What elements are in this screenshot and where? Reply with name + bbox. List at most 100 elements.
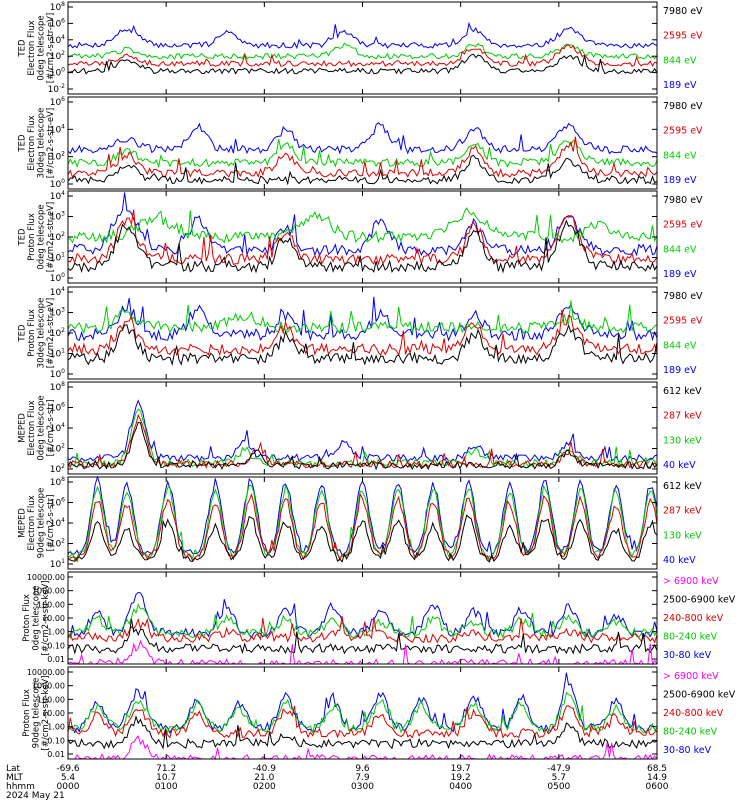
legend-entry: 40 keV: [663, 555, 696, 566]
y-tick-label: 0.01: [47, 655, 65, 664]
y-tick-label: 0.10: [47, 736, 65, 745]
y-axis-label: [#/cm2-s-str-keV]: [41, 676, 51, 751]
x-axis-date: 2024 May 21: [6, 791, 65, 800]
y-axis-label: 0deg telescope: [32, 585, 42, 650]
y-tick-label: 100: [50, 368, 65, 380]
legend-entry: 2500-6900 keV: [663, 595, 736, 606]
y-tick-label: 102: [50, 463, 65, 475]
y-axis-label: 0deg telescope: [36, 15, 46, 80]
series-line-panel-7-3: [67, 615, 658, 644]
series-line-panel-5-3: [67, 413, 658, 469]
y-axis-label: TED: [17, 324, 27, 343]
x-tick-label: 14.9: [647, 773, 667, 783]
y-tick-label: 104: [50, 190, 65, 202]
legend-entry: 30-80 keV: [663, 650, 712, 661]
series-line-panel-4-3: [67, 309, 658, 357]
series-line-panel-2-2: [67, 139, 658, 169]
y-tick-label: 100: [50, 272, 65, 284]
legend-entry: 844 eV: [663, 340, 697, 351]
series-line-panel-7-4: [67, 618, 658, 655]
legend-entry: 189 eV: [663, 365, 697, 376]
series-line-panel-4-2: [67, 300, 658, 335]
legend-entry: 2595 eV: [663, 220, 703, 231]
y-axis-label: Proton Flux: [27, 309, 37, 357]
legend-entry: 2595 eV: [663, 126, 703, 137]
legend-entry: 844 eV: [663, 55, 697, 66]
series-line-panel-5-2: [67, 408, 658, 468]
x-tick-label: 0600: [646, 782, 669, 792]
y-tick-label: 10.00: [42, 709, 65, 718]
series-line-panel-5-4: [67, 421, 658, 471]
y-tick-label: 1000.00: [32, 682, 65, 691]
series-line-panel-8-3: [67, 705, 658, 739]
legend-entry: 7980 eV: [663, 6, 703, 17]
x-tick-label: 71.2: [156, 764, 176, 774]
y-axis-label: TED: [17, 228, 27, 247]
series-line-panel-1-1: [67, 21, 658, 50]
y-axis-label: [#/cm2-s-str]: [46, 400, 56, 457]
legend-entry: > 6900 keV: [663, 671, 719, 682]
x-tick-label: 0400: [449, 782, 472, 792]
legend-entry: 30-80 keV: [663, 745, 712, 756]
series-line-panel-3-3: [67, 209, 658, 266]
y-axis-label: Proton Flux: [22, 689, 32, 737]
series-line-panel-1-4: [67, 53, 658, 75]
x-tick-label: 5.4: [61, 773, 76, 783]
x-tick-label: 5.7: [552, 773, 566, 783]
legend-entry: > 6900 keV: [663, 576, 719, 587]
y-axis-label: MEPED: [17, 413, 27, 443]
legend-entry: 2595 eV: [663, 316, 703, 327]
x-axis-row-label: Lat: [6, 764, 21, 774]
legend-entry: 80-240 keV: [663, 727, 718, 738]
y-tick-label: 10.00: [42, 614, 65, 623]
y-tick-label: 100.00: [37, 695, 65, 704]
x-tick-label: 10.7: [156, 773, 176, 783]
x-tick-label: 19.7: [451, 764, 471, 774]
series-line-panel-6-3: [67, 492, 658, 563]
legend-entry: 40 keV: [663, 460, 696, 471]
legend-entry: 130 keV: [663, 530, 702, 541]
legend-entry: 189 eV: [663, 175, 697, 186]
y-tick-label: 0.01: [47, 750, 65, 759]
y-axis-label: Electron Flux: [27, 495, 37, 550]
y-tick-label: 1.00: [47, 723, 65, 732]
y-axis-label: Electron Flux: [27, 20, 37, 75]
x-tick-label: 0300: [351, 782, 374, 792]
y-tick-label: 108: [50, 381, 65, 393]
y-tick-label: 108: [50, 1, 65, 13]
legend-entry: 844 eV: [663, 244, 697, 255]
series-line-panel-3-1: [67, 192, 658, 257]
series-line-panel-2-4: [67, 154, 658, 186]
series-line-panel-1-2: [67, 42, 658, 60]
x-tick-label: -47.9: [547, 764, 571, 774]
x-tick-label: -69.6: [56, 764, 80, 774]
x-tick-label: 7.9: [355, 773, 370, 783]
legend-entry: 240-800 keV: [663, 613, 724, 624]
y-axis-label: 30deg telescope: [36, 298, 46, 369]
y-axis-label: Electron Flux: [27, 400, 37, 455]
legend-entry: 189 eV: [663, 269, 697, 280]
legend-entry: 7980 eV: [663, 291, 703, 302]
y-axis-label: 90deg telescope: [32, 678, 42, 749]
series-line-panel-7-1: [67, 591, 658, 640]
x-tick-label: 68.5: [647, 764, 667, 774]
legend-entry: 844 eV: [663, 150, 697, 161]
y-axis-label: 90deg telescope: [36, 488, 46, 559]
series-line-panel-6-4: [67, 514, 658, 563]
x-tick-label: 21.0: [254, 773, 274, 783]
y-axis-label: MEPED: [17, 508, 27, 538]
y-axis-label: TED: [17, 134, 27, 153]
series-line-panel-3-2: [67, 207, 658, 244]
y-axis-label: Electron Flux: [27, 115, 37, 170]
y-tick-label: 104: [50, 286, 65, 298]
x-tick-label: 0000: [57, 782, 80, 792]
legend-entry: 189 eV: [663, 80, 697, 91]
y-tick-label: 108: [50, 476, 65, 488]
y-tick-label: 1.00: [47, 628, 65, 637]
series-line-panel-4-1: [67, 296, 658, 342]
x-tick-label: 0100: [155, 782, 178, 792]
y-tick-label: 106: [50, 96, 65, 108]
panel-6-frame: [67, 476, 658, 570]
y-tick-label: 100: [50, 178, 65, 190]
